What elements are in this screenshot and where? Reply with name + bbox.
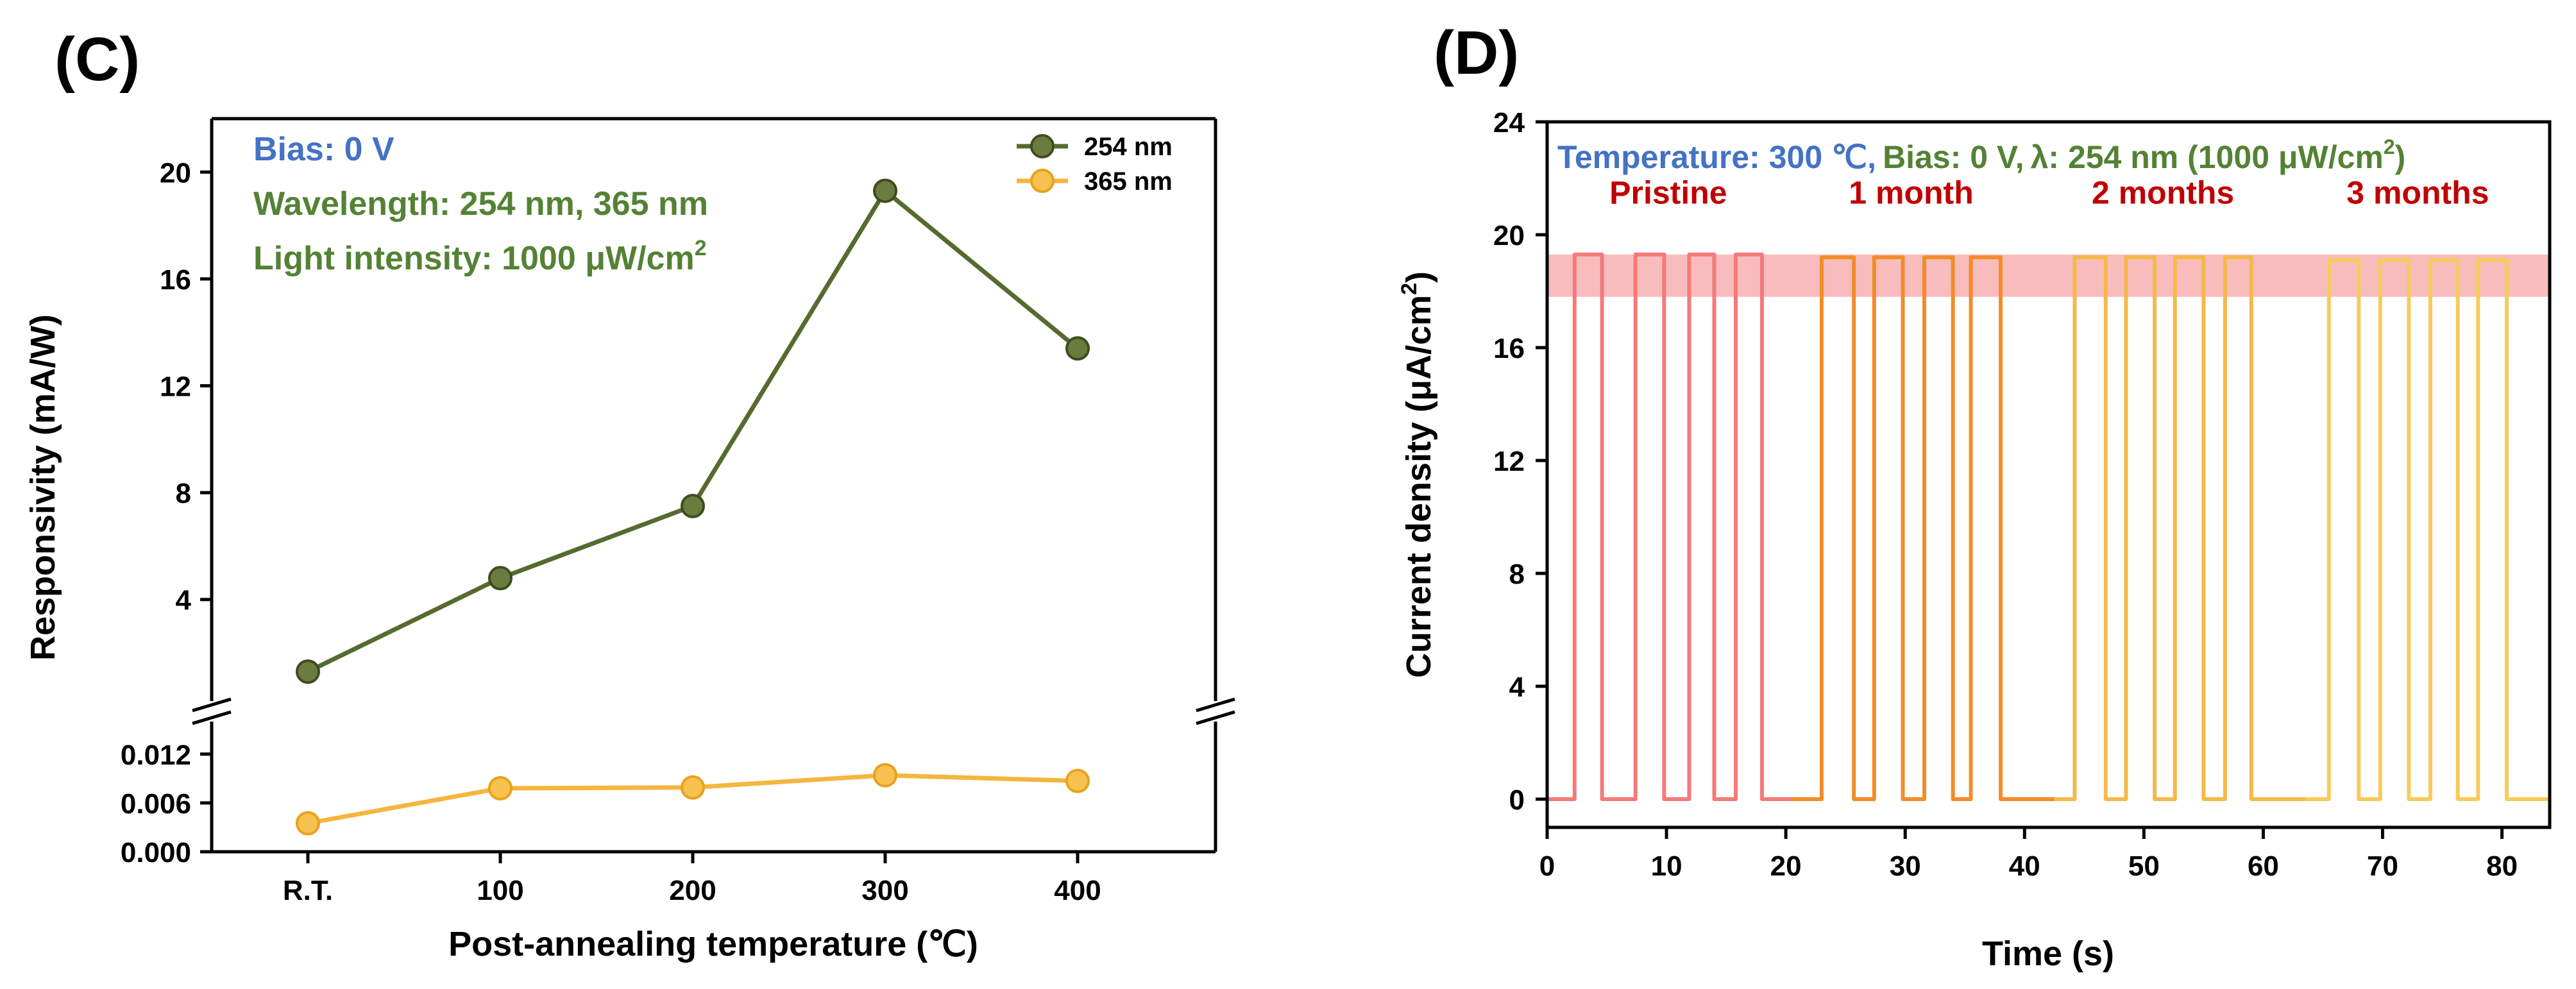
y-tick-label: 20 [1493,220,1525,251]
panel-c-break-mark-left-2 [192,710,232,725]
legend-marker-365 [1030,169,1055,193]
segment-label-2: 1 month [1849,175,1973,211]
legend-label-365: 365 nm [1084,167,1173,196]
panel-c: (C) 4 8 12 16 20 0.000 0.006 0.012 R.T. 100 200 30… [24,25,1235,963]
panel-c-annotation-bias: Bias: 0 V [253,131,394,168]
x-tick-label: 100 [477,875,523,906]
y-tick-label: 12 [1493,446,1525,477]
y-tick-label-upper: 4 [176,585,192,616]
y-tick-label-lower: 0.006 [121,788,191,820]
y-tick-label-upper: 8 [176,478,191,509]
data-point-254-nm [1065,336,1090,361]
x-tick-label: 70 [2367,850,2398,882]
data-point-254-nm [488,566,513,591]
panel-c-series [296,178,1090,836]
x-tick-label: 30 [1890,850,1921,882]
panel-d-annotation: Temperature: 300 ℃, Bias: 0 V, λ: 254 nm (… [1557,135,2405,175]
panel-c-y-ticks: 4 8 12 16 20 0.000 0.006 0.012 [121,157,212,868]
x-tick-label: 60 [2248,850,2279,882]
y-tick-label-upper: 12 [160,371,191,403]
y-tick-label-upper: 20 [160,157,191,189]
legend-marker-254 [1030,134,1055,158]
data-point-365-nm [681,775,705,800]
x-tick-label: 0 [1539,850,1555,882]
y-tick-label: 24 [1493,107,1525,139]
x-tick-label: 300 [861,875,908,906]
panel-d-label: (D) [1434,19,1519,87]
legend-label-254: 254 nm [1084,133,1173,161]
segment-trace-3 [2054,255,2305,801]
data-point-254-nm [873,178,897,203]
panel-c-x-ticks: R.T. 100 200 300 400 [283,852,1101,906]
panel-d-y-ticks: 0 4 8 12 16 20 24 [1493,107,1547,816]
panel-c-label: (C) [55,25,140,94]
data-point-365-nm [488,776,513,801]
data-point-254-nm [296,659,320,684]
x-tick-label: 10 [1651,850,1682,882]
panel-c-axes [192,117,1235,854]
x-tick-label: R.T. [283,875,333,906]
segment-trace-2 [1792,255,2055,801]
y-tick-label: 0 [1509,784,1525,816]
panel-d-series [1547,252,2550,801]
x-tick-label: 200 [669,875,716,906]
x-tick-label: 400 [1054,875,1101,906]
panel-d: (D) 0 4 8 12 16 20 24 0 10 20 30 40 50 60 70 80 Temper… [1397,19,2552,973]
panel-d-y-label: Current density (μA/cm2) [1397,271,1438,678]
panel-c-y-label: Responsivity (mA/W) [24,314,62,661]
data-point-365-nm [1065,768,1090,793]
y-tick-label-lower: 0.000 [121,837,191,868]
segment-label-3: 2 months [2092,175,2234,211]
data-point-365-nm [873,763,897,788]
y-tick-label: 16 [1493,333,1525,364]
segment-trace-1 [1547,252,1792,801]
data-point-365-nm [296,811,320,836]
panel-d-axes-frame [1545,120,2552,829]
x-tick-label: 50 [2128,850,2160,882]
y-tick-label-lower: 0.012 [121,740,191,771]
y-tick-label-upper: 16 [160,264,191,296]
panel-c-legend: 254 nm 365 nm [1017,133,1173,196]
y-tick-label: 4 [1509,672,1525,703]
panel-c-x-label: Post-annealing temperature (℃) [448,925,978,963]
panel-c-annotation-wavelength: Wavelength: 254 nm, 365 nm [253,185,708,223]
x-tick-label: 80 [2486,850,2518,882]
segment-label-4: 3 months [2346,175,2489,211]
panel-d-x-label: Time (s) [1982,934,2114,973]
segment-label-1: Pristine [1609,175,1727,211]
x-tick-label: 40 [2009,850,2040,882]
panel-c-break-mark-right-1 [1196,697,1235,713]
panel-d-segment-labels: Pristine 1 month 2 months 3 months [1609,175,2489,211]
segment-trace-4 [2305,258,2550,801]
panel-d-x-ticks: 0 10 20 30 40 50 60 70 80 [1539,827,2518,882]
panel-c-annotation-intensity: Light intensity: 1000 μW/cm2 [253,236,707,277]
panel-c-break-mark-right-2 [1196,710,1235,725]
y-tick-label: 8 [1509,559,1525,590]
data-point-254-nm [681,493,705,518]
panel-c-break-mark-left-1 [192,697,232,713]
x-tick-label: 20 [1770,850,1802,882]
